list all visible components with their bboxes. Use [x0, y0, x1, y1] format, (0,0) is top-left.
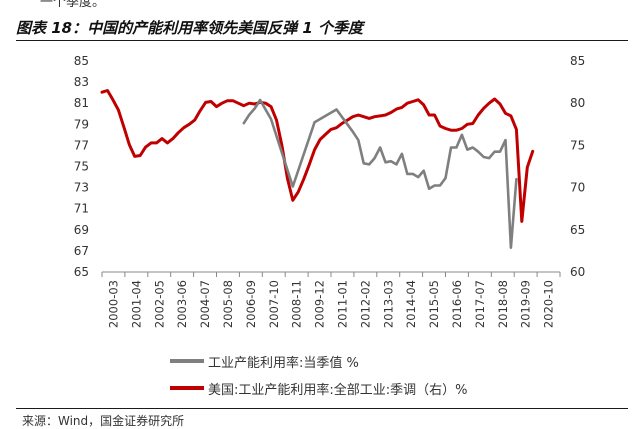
x-tick-label: 2009-12 [313, 280, 327, 328]
legend-label-china: 工业产能利用率:当季值 % [208, 355, 359, 371]
chart-axes: 65 67 69 71 73 75 77 79 81 83 85 60 65 70 75 80 85 2000-0… [74, 54, 586, 328]
left-tick-label: 69 [74, 223, 89, 237]
legend-item-china: 工业产能利用率:当季值 % [170, 352, 359, 371]
source-note: 来源：Wind，国金证券研究所 [22, 414, 185, 428]
previous-text-fragment: 一个季度。 [40, 0, 106, 10]
series-line-us [100, 89, 535, 223]
x-tick-label: 2008-11 [290, 280, 304, 328]
series-line-china [242, 98, 518, 249]
right-tick-label: 70 [570, 181, 585, 195]
figure-title: 图表 18：中国的产能利用率领先美国反弹 1 个季度 [16, 19, 363, 37]
legend-swatch-us [170, 386, 204, 390]
x-tick-label: 2000-03 [106, 280, 120, 328]
right-tick-label: 60 [570, 265, 585, 279]
x-tick-label: 2018-08 [496, 280, 510, 328]
x-tick-label: 2006-09 [244, 280, 258, 328]
x-tick-label: 2013-03 [381, 280, 395, 328]
x-tick-label: 2012-02 [358, 280, 372, 328]
left-tick-label: 79 [74, 117, 89, 131]
left-tick-label: 75 [74, 160, 89, 174]
left-tick-label: 67 [74, 244, 89, 258]
x-tick-label: 2016-06 [450, 280, 464, 328]
right-tick-label: 80 [570, 96, 585, 110]
right-tick-label: 85 [570, 54, 585, 68]
x-tick-label: 2011-01 [335, 280, 349, 328]
x-tick-label: 2004-07 [198, 280, 212, 328]
chart-lines [100, 89, 535, 249]
left-tick-label: 77 [74, 138, 89, 152]
left-tick-label: 81 [74, 96, 89, 110]
x-tick-label: 2015-05 [427, 280, 441, 328]
x-tick-label: 2019-09 [519, 280, 533, 328]
legend-label-us: 美国:工业产能利用率:全部工业:季调（右）% [208, 382, 468, 398]
x-tick-label: 2014-04 [404, 280, 418, 328]
x-tick-label: 2003-06 [175, 280, 189, 328]
right-tick-label: 75 [570, 138, 585, 152]
left-tick-label: 85 [74, 54, 89, 68]
x-tick-label: 2005-08 [221, 280, 235, 328]
x-tick-label: 2017-07 [473, 280, 487, 328]
source-rule [16, 408, 628, 409]
left-tick-label: 73 [74, 181, 89, 195]
legend-item-us: 美国:工业产能利用率:全部工业:季调（右）% [170, 379, 468, 398]
left-tick-label: 83 [74, 75, 89, 89]
left-tick-label: 65 [74, 265, 89, 279]
left-tick-label: 71 [74, 202, 89, 216]
x-tick-label: 2007-10 [267, 280, 281, 328]
title-rule [16, 40, 628, 41]
legend-swatch-china [170, 359, 204, 363]
right-tick-label: 65 [570, 223, 585, 237]
x-tick-label: 2020-10 [542, 280, 556, 328]
x-tick-label: 2002-05 [152, 280, 166, 328]
x-tick-label: 2001-04 [129, 280, 143, 328]
